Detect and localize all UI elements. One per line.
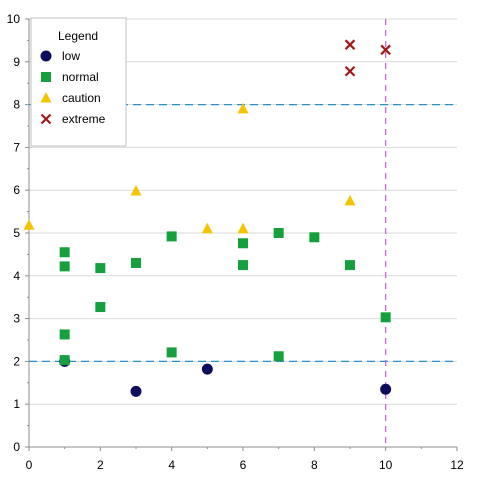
data-point-normal <box>273 228 284 238</box>
data-point-normal <box>380 312 391 323</box>
data-points <box>23 39 392 397</box>
data-point-low <box>201 363 213 375</box>
data-point-low <box>130 385 142 397</box>
legend-marker-low <box>40 50 52 62</box>
legend-marker-extreme <box>40 113 52 125</box>
y-tick-label: 4 <box>13 269 20 283</box>
x-tick-label: 10 <box>379 458 393 472</box>
data-point-low <box>380 383 392 395</box>
data-point-caution <box>237 102 249 114</box>
data-point-caution <box>201 222 213 234</box>
legend: Legend low normal caution extreme <box>30 17 127 147</box>
data-point-normal <box>345 260 355 271</box>
data-point-normal <box>273 351 284 362</box>
data-point-extreme <box>344 65 356 77</box>
x-tick-label: 2 <box>97 458 104 472</box>
y-tick-label: 1 <box>13 397 20 411</box>
x-tick-label: 0 <box>26 458 33 472</box>
legend-label-normal: normal <box>62 70 99 84</box>
data-point-normal <box>95 263 106 274</box>
data-point-extreme <box>380 44 391 56</box>
data-point-extreme-stroke <box>380 44 391 56</box>
x-tick-label: 6 <box>240 458 247 472</box>
data-point-normal <box>131 257 141 268</box>
y-tick-label: 10 <box>7 12 21 26</box>
data-point-normal <box>166 231 177 242</box>
data-point-normal <box>59 329 70 340</box>
data-point-caution <box>130 185 142 196</box>
y-tick-label: 9 <box>13 55 20 69</box>
legend-marker-normal <box>41 72 51 82</box>
data-point-normal <box>309 232 320 243</box>
y-tick-label: 7 <box>13 140 20 154</box>
y-tick-label: 6 <box>13 183 20 197</box>
data-point-normal <box>59 261 70 272</box>
data-point-normal <box>95 302 106 313</box>
y-tick-label: 8 <box>13 98 20 112</box>
legend-label-caution: caution <box>62 91 101 105</box>
data-point-normal <box>166 347 177 358</box>
y-tick-label: 0 <box>13 440 20 454</box>
data-point-normal <box>59 247 70 258</box>
legend-marker-caution <box>40 92 52 103</box>
y-tick-label: 3 <box>13 312 20 326</box>
data-point-normal <box>238 238 248 249</box>
data-point-caution <box>344 194 356 206</box>
legend-label-low: low <box>62 49 80 63</box>
legend-label-extreme: extreme <box>62 112 106 126</box>
legend-marker-extreme-stroke <box>40 113 52 125</box>
data-point-extreme-stroke <box>344 65 356 77</box>
legend-title: Legend <box>58 29 98 43</box>
x-tick-label: 8 <box>311 458 318 472</box>
data-point-caution <box>23 219 35 230</box>
x-tick-label: 4 <box>168 458 175 472</box>
data-point-extreme-stroke <box>344 39 356 50</box>
data-point-extreme <box>344 39 356 50</box>
y-tick-label: 2 <box>13 354 20 368</box>
legend-items: low normal caution extreme <box>40 49 106 126</box>
data-point-normal <box>59 355 70 366</box>
y-tick-label: 5 <box>13 226 20 240</box>
data-point-normal <box>238 260 248 271</box>
x-tick-label: 12 <box>450 458 464 472</box>
data-point-caution <box>237 222 249 234</box>
